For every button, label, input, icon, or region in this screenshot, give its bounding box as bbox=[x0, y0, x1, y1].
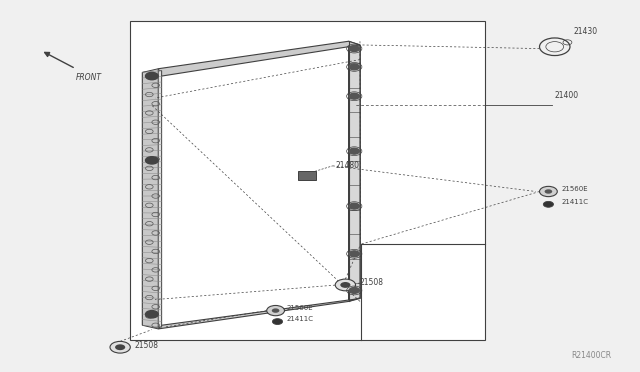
Circle shape bbox=[349, 46, 359, 51]
Circle shape bbox=[110, 341, 131, 353]
Text: R21400CR: R21400CR bbox=[572, 351, 612, 360]
Polygon shape bbox=[158, 298, 360, 329]
Circle shape bbox=[349, 251, 359, 257]
Bar bbox=[130, 21, 485, 340]
Circle shape bbox=[349, 93, 359, 99]
Text: 21560E: 21560E bbox=[287, 305, 314, 311]
Circle shape bbox=[540, 186, 557, 197]
Text: FRONT: FRONT bbox=[76, 73, 102, 82]
Polygon shape bbox=[142, 71, 162, 327]
Text: 21430: 21430 bbox=[574, 28, 598, 36]
Circle shape bbox=[340, 282, 351, 288]
Text: 21508: 21508 bbox=[359, 278, 383, 287]
Circle shape bbox=[272, 308, 280, 313]
Text: 21400: 21400 bbox=[555, 91, 579, 100]
Text: 21560E: 21560E bbox=[561, 186, 588, 192]
Text: 21411C: 21411C bbox=[561, 199, 588, 205]
Circle shape bbox=[545, 189, 552, 194]
Circle shape bbox=[267, 305, 284, 316]
Text: 21411C: 21411C bbox=[287, 316, 314, 323]
FancyBboxPatch shape bbox=[298, 171, 316, 180]
Circle shape bbox=[349, 288, 359, 294]
Circle shape bbox=[115, 344, 125, 350]
Circle shape bbox=[145, 73, 158, 80]
Circle shape bbox=[349, 64, 359, 70]
Text: 21480: 21480 bbox=[336, 161, 360, 170]
Circle shape bbox=[335, 279, 356, 291]
Circle shape bbox=[145, 157, 158, 164]
Circle shape bbox=[349, 148, 359, 154]
Circle shape bbox=[543, 201, 554, 207]
Polygon shape bbox=[349, 41, 360, 301]
Polygon shape bbox=[158, 41, 360, 76]
Circle shape bbox=[349, 203, 359, 209]
Circle shape bbox=[145, 311, 158, 318]
Circle shape bbox=[273, 319, 283, 324]
Polygon shape bbox=[142, 69, 158, 329]
Text: 21508: 21508 bbox=[134, 340, 158, 350]
